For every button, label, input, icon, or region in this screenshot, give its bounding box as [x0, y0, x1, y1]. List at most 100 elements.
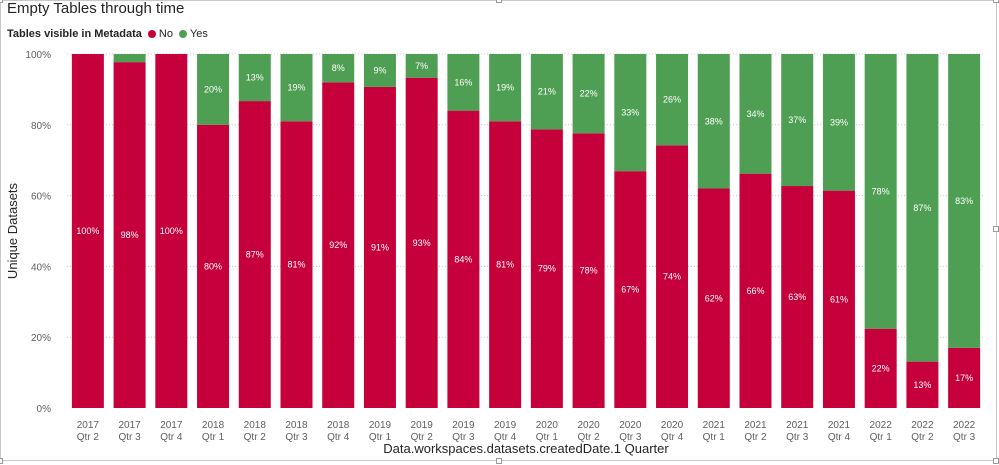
x-tick-label-year: 2020: [619, 420, 642, 431]
resize-handle-bottom-middle[interactable]: [496, 458, 502, 464]
data-label-yes: 9%: [373, 65, 386, 75]
x-tick-label-quarter: Qtr 2: [77, 432, 100, 443]
bar-yes[interactable]: [489, 54, 522, 122]
bar-yes[interactable]: [238, 54, 271, 102]
x-tick-label-quarter: Qtr 3: [953, 432, 976, 443]
bar-no[interactable]: [280, 121, 313, 408]
bar-yes[interactable]: [697, 54, 730, 189]
x-tick-label-quarter: Qtr 4: [661, 432, 684, 443]
y-tick-label: 0%: [37, 404, 52, 415]
bar-no[interactable]: [405, 77, 438, 408]
bar-no[interactable]: [71, 54, 104, 408]
x-tick-label-quarter: Qtr 3: [619, 432, 642, 443]
data-label-no: 80%: [204, 261, 222, 271]
legend: Tables visible in Metadata No Yes: [7, 27, 214, 41]
data-label-yes: 34%: [746, 109, 764, 119]
x-tick-label-year: 2017: [160, 420, 183, 431]
bar-yes[interactable]: [447, 54, 480, 111]
x-tick-label-year: 2017: [77, 420, 100, 431]
bar-no[interactable]: [864, 328, 897, 408]
bar-no[interactable]: [614, 171, 647, 408]
x-tick-label-quarter: Qtr 1: [870, 432, 893, 443]
data-label-yes: 78%: [872, 186, 890, 196]
x-tick-label-quarter: Qtr 4: [327, 432, 350, 443]
bar-no[interactable]: [489, 121, 522, 408]
bar-no[interactable]: [739, 173, 772, 408]
bar-yes[interactable]: [906, 54, 939, 362]
data-label-yes: 87%: [913, 203, 931, 213]
data-label-yes: 22%: [580, 89, 598, 99]
bar-yes[interactable]: [113, 54, 146, 63]
bar-yes[interactable]: [822, 54, 855, 191]
bar-no[interactable]: [906, 361, 939, 408]
bar-no[interactable]: [948, 347, 981, 408]
x-tick-label-year: 2020: [661, 420, 684, 431]
bar-no[interactable]: [697, 188, 730, 408]
x-tick-label-quarter: Qtr 2: [244, 432, 267, 443]
data-label-no: 100%: [76, 226, 99, 236]
x-tick-label-quarter: Qtr 4: [160, 432, 183, 443]
bar-yes[interactable]: [530, 54, 563, 130]
data-label-yes: 38%: [705, 116, 723, 126]
data-label-no: 100%: [160, 226, 183, 236]
x-tick-label-quarter: Qtr 1: [703, 432, 726, 443]
bar-yes[interactable]: [405, 54, 438, 78]
legend-no-label: No: [158, 28, 173, 40]
bar-no[interactable]: [447, 110, 480, 408]
bar-yes[interactable]: [363, 54, 396, 87]
x-tick-label-quarter: Qtr 4: [828, 432, 851, 443]
data-label-no: 63%: [788, 292, 806, 302]
x-tick-label-year: 2019: [452, 420, 475, 431]
legend-no-marker: [147, 30, 156, 38]
legend-item-yes[interactable]: Yes: [178, 28, 208, 40]
x-tick-label-year: 2022: [911, 420, 934, 431]
x-tick-label-year: 2021: [744, 420, 767, 431]
x-tick-label-quarter: Qtr 3: [786, 432, 809, 443]
x-tick-label-quarter: Qtr 2: [744, 432, 767, 443]
bar-no[interactable]: [155, 54, 188, 408]
x-tick-label-year: 2020: [577, 420, 600, 431]
resize-handle-top-left[interactable]: [0, 0, 3, 3]
bar-no[interactable]: [822, 190, 855, 408]
bar-no[interactable]: [530, 129, 563, 409]
data-label-no: 91%: [371, 242, 389, 252]
bar-yes[interactable]: [280, 54, 313, 122]
x-tick-label-quarter: Qtr 1: [202, 432, 225, 443]
bar-yes[interactable]: [656, 54, 689, 146]
data-label-no: 67%: [621, 285, 639, 295]
y-tick-label: 20%: [31, 333, 51, 344]
legend-item-no[interactable]: No: [147, 28, 173, 40]
bar-yes[interactable]: [781, 54, 814, 187]
bar-yes[interactable]: [614, 54, 647, 172]
bar-no[interactable]: [572, 133, 605, 408]
data-label-no: 61%: [830, 294, 848, 304]
bar-no[interactable]: [363, 86, 396, 408]
bar-no[interactable]: [322, 82, 355, 408]
bar-no[interactable]: [238, 101, 271, 408]
data-label-no: 13%: [913, 380, 931, 390]
bar-no[interactable]: [656, 145, 689, 408]
bar-yes[interactable]: [322, 54, 355, 83]
bar-no[interactable]: [113, 62, 146, 408]
data-label-no: 92%: [329, 240, 347, 250]
bar-yes[interactable]: [864, 54, 897, 329]
data-label-yes: 8%: [332, 63, 345, 73]
resize-handle-top-middle[interactable]: [496, 0, 502, 3]
x-axis-title: Data.workspaces.datasets.createdDate.1 Q…: [383, 441, 669, 456]
x-tick-label-quarter: Qtr 3: [452, 432, 475, 443]
x-tick-label-year: 2019: [411, 420, 434, 431]
data-label-yes: 13%: [246, 73, 264, 83]
resize-handle-bottom-left[interactable]: [0, 458, 3, 464]
data-label-yes: 16%: [454, 77, 472, 87]
bar-yes[interactable]: [197, 54, 230, 125]
bar-yes[interactable]: [948, 54, 981, 348]
data-label-yes: 83%: [955, 196, 973, 206]
bar-no[interactable]: [197, 124, 230, 409]
data-label-no: 74%: [663, 272, 681, 282]
x-tick-label-quarter: Qtr 1: [536, 432, 559, 443]
data-label-no: 78%: [580, 266, 598, 276]
bar-yes[interactable]: [739, 54, 772, 174]
x-tick-label-year: 2022: [870, 420, 893, 431]
bar-yes[interactable]: [572, 54, 605, 134]
bar-no[interactable]: [781, 186, 814, 408]
